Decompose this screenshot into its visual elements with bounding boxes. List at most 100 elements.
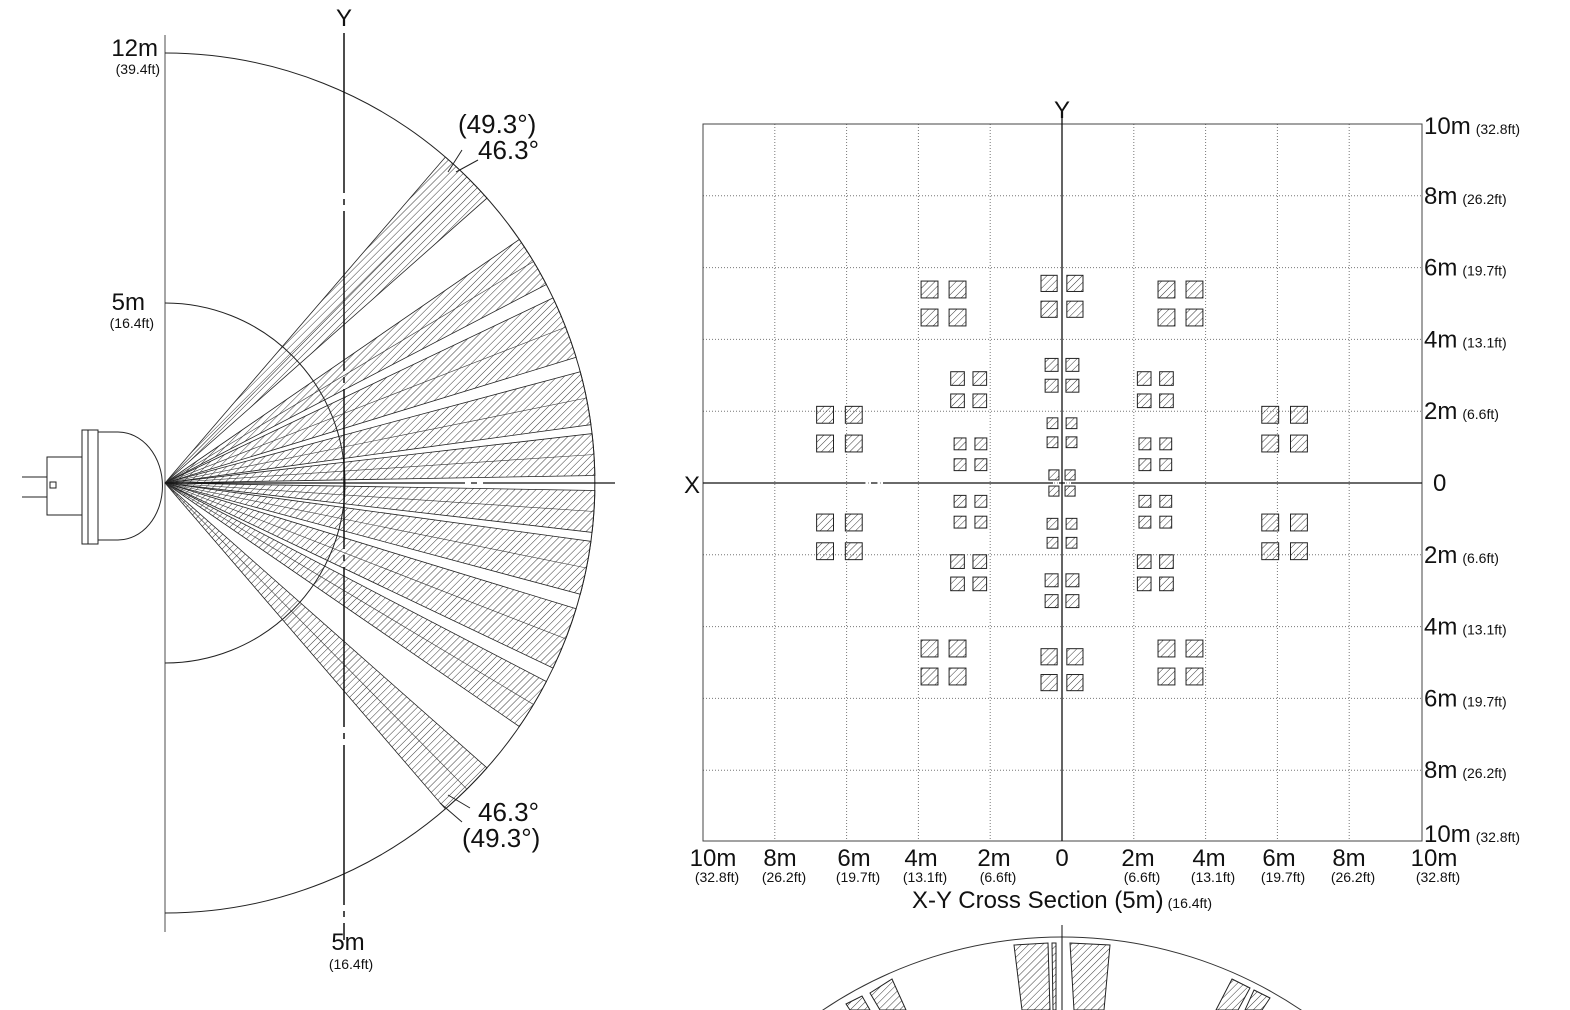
detection-zone: [1066, 274, 1084, 292]
right-axis-feet: (6.6ft): [1462, 550, 1499, 566]
beam-centerline: [164, 482, 595, 512]
detection-zone: [972, 576, 988, 592]
detection-zone: [1046, 417, 1059, 430]
detection-zone: [1040, 674, 1058, 692]
bottom-axis-feet: (13.1ft): [903, 869, 947, 885]
detection-zone: [1159, 554, 1174, 569]
beam-wedge: [164, 482, 596, 533]
beam-centerline: [164, 261, 534, 484]
bottom-axis-meters: 2m: [1121, 845, 1154, 872]
detection-zone: [1065, 436, 1078, 449]
detection-zone: [1065, 594, 1080, 609]
right-axis-label: 10m (32.8ft): [1424, 821, 1520, 848]
detection-zone: [1046, 436, 1059, 449]
detection-zone: [816, 434, 834, 453]
detection-zone: [1159, 494, 1173, 508]
right-axis-label: 6m (19.7ft): [1424, 685, 1507, 712]
bottom-axis-feet: (32.8ft): [1416, 869, 1460, 885]
detection-zone: [920, 308, 939, 327]
bottom-range-sub: (16.4ft): [329, 956, 373, 972]
detection-zone: [948, 639, 967, 658]
beam-wedge: [164, 371, 592, 484]
bottom-axis-meters: 4m: [1192, 845, 1225, 872]
right-axis-meters: 8m: [1424, 183, 1457, 210]
detection-zone: [920, 280, 939, 299]
bottom-axis-meters: 8m: [763, 845, 796, 872]
detection-zone: [1159, 458, 1173, 472]
bottom-axis-feet: (13.1ft): [1191, 869, 1235, 885]
detection-zone: [1065, 378, 1080, 393]
detection-zone: [1290, 513, 1308, 532]
bottom-angle-inner: 46.3°: [478, 797, 539, 827]
right-axis-label: 2m (6.6ft): [1424, 398, 1499, 425]
beam-wedge: [164, 297, 577, 484]
detection-zone: [1136, 393, 1152, 409]
bottom-axis-meters: 4m: [904, 845, 937, 872]
detection-zone: [974, 437, 988, 451]
detection-zone: [1157, 639, 1176, 658]
detection-zone: [948, 308, 967, 327]
right-axis-feet: (19.7ft): [1462, 693, 1506, 709]
right-axis-meters: 10m: [1424, 821, 1471, 848]
leader-line: [447, 794, 471, 809]
detection-zone: [950, 371, 965, 386]
detection-zone: [1066, 648, 1084, 666]
detection-zone: [1065, 417, 1078, 430]
detection-zone: [1185, 667, 1204, 686]
bottom-axis-meters: 6m: [1262, 845, 1295, 872]
partial-wedge: [1051, 942, 1057, 1010]
detection-zone: [1044, 378, 1059, 393]
beam-wedge: [164, 238, 547, 484]
right-axis-label: 8m (26.2ft): [1424, 757, 1507, 784]
right-axis-label: 8m (26.2ft): [1424, 183, 1507, 210]
detection-zone: [1261, 542, 1280, 561]
top-angle-outer: (49.3°): [458, 109, 536, 139]
partial-wedge: [1215, 978, 1251, 1010]
right-axis-label: 4m (13.1ft): [1424, 326, 1507, 353]
leader-line: [447, 149, 463, 173]
bottom-axis-meters: 10m: [1411, 845, 1458, 872]
right-axis-feet: (32.8ft): [1476, 121, 1520, 137]
range-far-label: 12m: [111, 35, 158, 62]
detection-zone: [1048, 469, 1060, 481]
detection-zone: [1157, 280, 1176, 299]
detection-zone: [950, 576, 965, 592]
detection-zone: [1261, 434, 1280, 453]
right-axis-meters: 0: [1433, 470, 1446, 497]
detection-zone: [1138, 515, 1152, 529]
xs-x-label: X: [684, 472, 700, 499]
beam-centerline: [164, 326, 566, 484]
detection-zone: [974, 515, 988, 529]
detection-zone: [953, 437, 967, 451]
range-far-sub: (39.4ft): [116, 61, 160, 77]
detection-zone: [1046, 517, 1059, 530]
detection-zone: [1046, 536, 1059, 549]
detection-zone: [1157, 308, 1176, 327]
detection-zone: [844, 434, 863, 453]
beam-centerline: [164, 482, 468, 790]
detection-zone: [1040, 274, 1058, 292]
detection-zone: [974, 494, 988, 508]
detection-zone: [844, 405, 863, 424]
xs-y-label: Y: [1054, 97, 1070, 124]
partial-wedge: [1069, 942, 1111, 1010]
leader-line: [455, 159, 479, 173]
right-axis-meters: 6m: [1424, 685, 1457, 712]
detection-zone: [948, 667, 967, 686]
beam-centerline: [164, 482, 587, 569]
detection-zone: [920, 639, 939, 658]
partial-top-view: [822, 925, 1302, 1010]
right-axis-feet: (26.2ft): [1462, 191, 1506, 207]
detection-zone: [1138, 437, 1152, 451]
bottom-axis-feet: (6.6ft): [980, 869, 1017, 885]
beam-wedges: [164, 156, 596, 810]
right-axis-feet: (13.1ft): [1462, 334, 1506, 350]
detection-zone: [1136, 371, 1152, 386]
detection-zone: [972, 393, 988, 409]
detection-zone: [1261, 405, 1280, 424]
detection-zone: [1064, 485, 1076, 497]
right-axis-label: 4m (13.1ft): [1424, 614, 1507, 641]
right-axis-meters: 2m: [1424, 542, 1457, 569]
bottom-axis-feet: (19.7ft): [1261, 869, 1305, 885]
detection-zone: [1044, 357, 1059, 372]
